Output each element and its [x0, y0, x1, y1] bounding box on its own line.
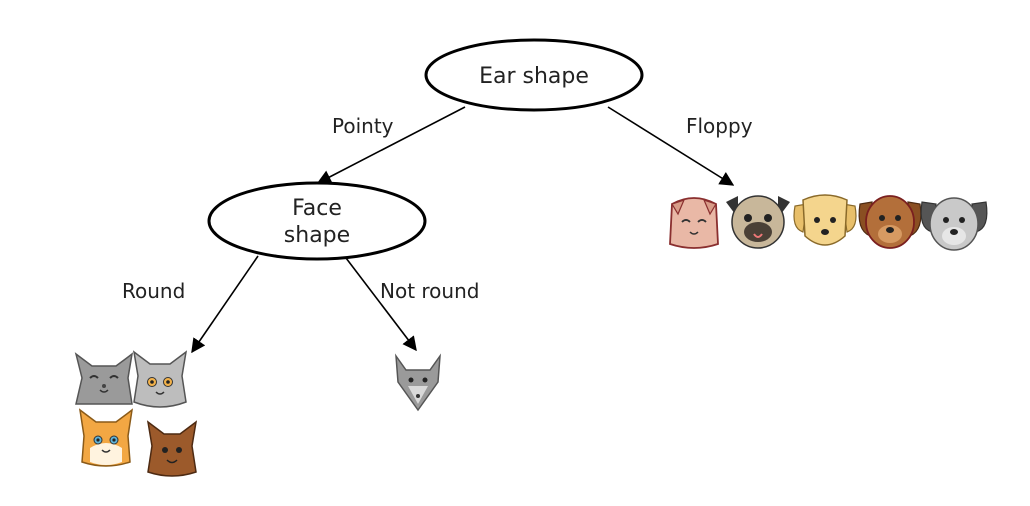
edge-label-pointy: Pointy	[332, 114, 394, 138]
edge-label-round: Round	[122, 279, 185, 303]
grey-cat-icon	[74, 352, 134, 405]
edge-not-round	[345, 257, 417, 352]
edge-pointy	[316, 106, 466, 184]
grey-wolf-cat-icon	[395, 353, 441, 412]
edge-floppy	[607, 106, 735, 186]
pink-cat-icon	[669, 197, 719, 249]
brown-cat-icon	[146, 420, 198, 477]
brown-dog-icon	[858, 195, 922, 249]
edge-label-floppy: Floppy	[686, 114, 753, 138]
pug-dog-icon	[726, 195, 790, 249]
face-shape-label-line2: shape	[284, 223, 350, 248]
orange-cat-icon	[78, 408, 134, 467]
leaf-floppy-group	[669, 194, 988, 251]
edge-label-not-round: Not round	[380, 279, 479, 303]
face-shape-label-line1: Face	[292, 196, 342, 221]
grey-dog-icon	[920, 197, 988, 251]
edge-round	[191, 255, 259, 354]
root-node: Ear shape	[424, 38, 644, 112]
face-shape-node: Face shape	[207, 181, 427, 261]
leaf-not-round-group	[395, 353, 441, 412]
leaf-round-group	[74, 350, 198, 477]
yellow-dog-icon	[793, 194, 857, 246]
grey-cat-icon	[132, 350, 188, 408]
root-node-label: Ear shape	[479, 64, 589, 89]
